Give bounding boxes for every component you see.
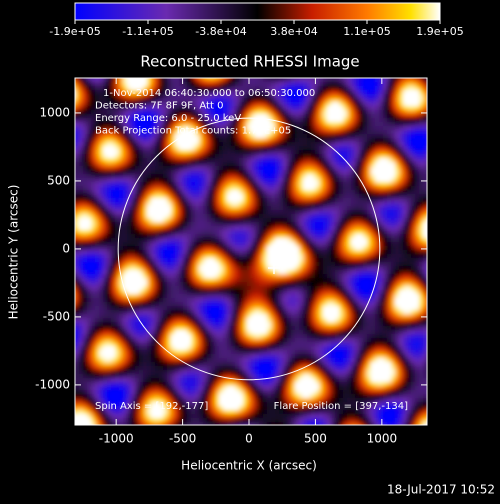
x-tick-label: -1000 bbox=[99, 432, 134, 446]
x-tick-label: 1000 bbox=[367, 432, 398, 446]
y-tick-label: 1000 bbox=[39, 105, 70, 119]
x-tick-label: 0 bbox=[245, 432, 253, 446]
y-tick-label: 0 bbox=[62, 241, 70, 255]
annotation: Back Projection Total counts: 1.77E+05 bbox=[95, 126, 291, 137]
colorbar-tick-label: 1.1e+05 bbox=[343, 25, 390, 38]
colorbar-tick-label: 1.9e+05 bbox=[416, 25, 463, 38]
y-tick-label: -1000 bbox=[35, 377, 70, 391]
x-tick-label: 500 bbox=[304, 432, 327, 446]
colorbar-tick-label: -3.8e+04 bbox=[195, 25, 246, 38]
annotation: Energy Range: 6.0 - 25.0 keV bbox=[95, 113, 241, 124]
x-axis-label: Heliocentric X (arcsec) bbox=[181, 459, 317, 473]
annotation: Detectors: 7F 8F 9F, Att 0 bbox=[95, 101, 223, 112]
annotation: 1-Nov-2014 06:40:30.000 to 06:50:30.000 bbox=[103, 88, 315, 99]
colorbar-tick-label: -1.9e+05 bbox=[49, 25, 100, 38]
y-tick-label: -500 bbox=[43, 309, 70, 323]
chart-title: Reconstructed RHESSI Image bbox=[140, 53, 359, 71]
footer-note: Spin Axis = [192,-177] bbox=[95, 401, 208, 412]
colorbar-tick-label: 3.8e+04 bbox=[270, 25, 317, 38]
timestamp: 18-Jul-2017 10:52 bbox=[387, 483, 495, 497]
x-tick-label: -500 bbox=[169, 432, 196, 446]
y-axis-label: Heliocentric Y (arcsec) bbox=[7, 185, 21, 320]
colorbar-tick-label: -1.1e+05 bbox=[122, 25, 173, 38]
colorbar bbox=[75, 3, 440, 20]
footer-note: Flare Position = [397,-134] bbox=[274, 401, 408, 412]
y-tick-label: 500 bbox=[47, 173, 70, 187]
